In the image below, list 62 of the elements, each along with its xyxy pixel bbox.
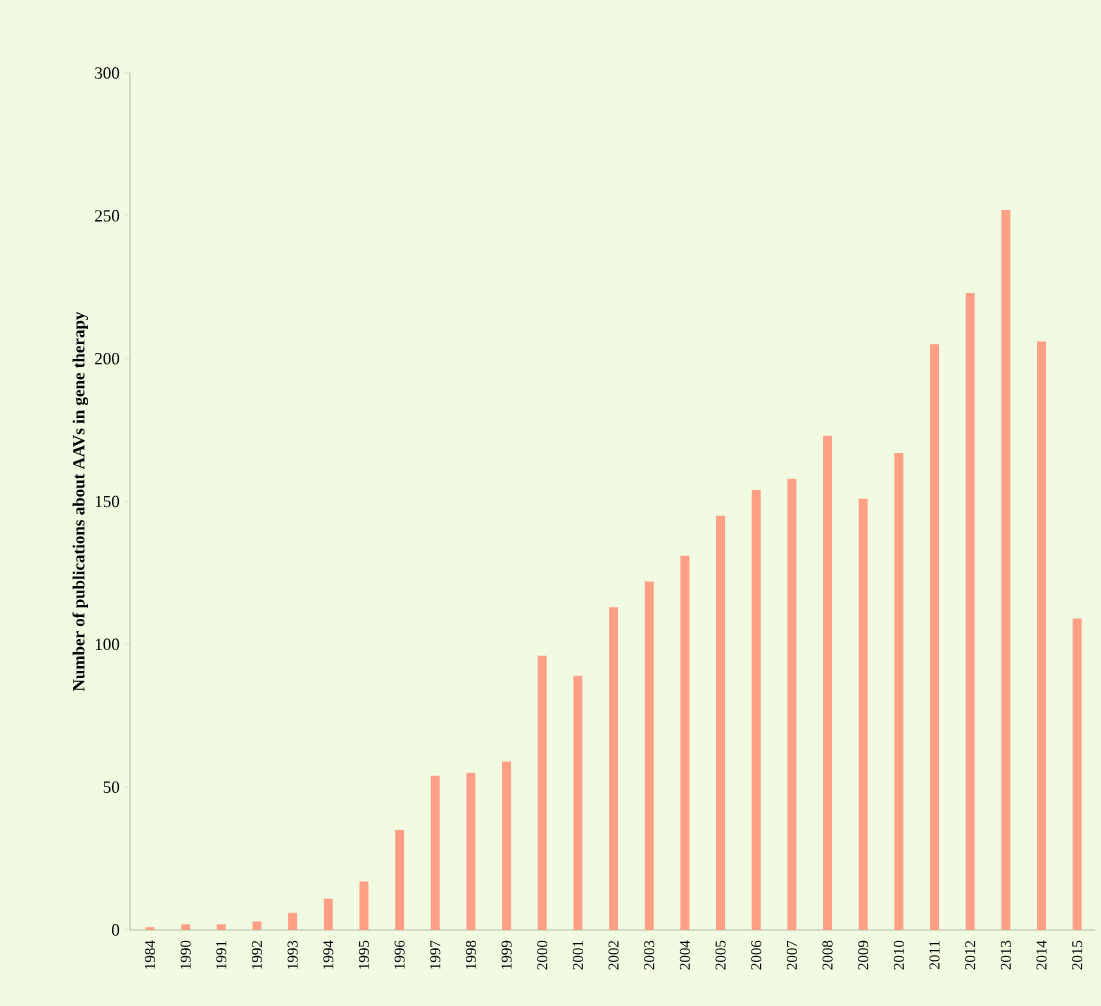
y-tick-label: 50 bbox=[103, 781, 120, 793]
bar bbox=[573, 675, 583, 930]
y-tick-label: 0 bbox=[111, 924, 120, 936]
bar bbox=[644, 581, 654, 930]
bar bbox=[502, 761, 512, 930]
bar bbox=[359, 881, 369, 930]
x-tick-label: 1999 bbox=[501, 940, 512, 969]
y-tick-label: 150 bbox=[95, 495, 120, 508]
bar bbox=[965, 292, 975, 930]
x-tick-label: 2006 bbox=[751, 940, 762, 970]
bar bbox=[858, 498, 868, 930]
x-tick-label: 1991 bbox=[216, 941, 227, 969]
y-tick-label: 100 bbox=[95, 638, 120, 651]
bar bbox=[1037, 341, 1047, 930]
y-tick-label: 200 bbox=[95, 352, 120, 365]
x-tick-label: 2014 bbox=[1036, 940, 1047, 970]
x-tick-label: 1990 bbox=[180, 940, 191, 969]
x-tick-label: 2009 bbox=[858, 940, 869, 970]
bar bbox=[1001, 210, 1011, 930]
bar bbox=[466, 772, 476, 930]
bar bbox=[395, 830, 405, 930]
x-tick-label: 2011 bbox=[929, 941, 940, 969]
bar bbox=[680, 555, 690, 930]
x-tick-label: 1998 bbox=[465, 940, 476, 969]
x-tick-label: 1997 bbox=[430, 940, 441, 969]
x-tick-label: 2004 bbox=[679, 940, 690, 970]
x-tick-label: 2003 bbox=[644, 940, 655, 970]
bar bbox=[537, 655, 547, 930]
x-tick-label: 2001 bbox=[572, 941, 583, 970]
bar bbox=[823, 435, 833, 930]
x-tick-label: 1995 bbox=[358, 940, 369, 969]
x-tick-label: 2012 bbox=[965, 941, 976, 970]
x-tick-label: 2007 bbox=[786, 940, 797, 970]
bar bbox=[787, 478, 797, 930]
x-tick-label: 1993 bbox=[287, 940, 298, 969]
bar bbox=[894, 452, 904, 930]
y-axis-title: Number of publications about AAVs in gene therapy bbox=[72, 311, 89, 692]
y-tick-label: 250 bbox=[95, 210, 120, 222]
bar bbox=[216, 924, 226, 930]
x-tick-label: 2002 bbox=[608, 941, 619, 970]
bar bbox=[288, 912, 298, 930]
bar bbox=[181, 924, 191, 930]
x-tick-label: 2015 bbox=[1072, 940, 1083, 970]
y-tick-label: 300 bbox=[95, 67, 120, 79]
bar bbox=[751, 490, 761, 930]
bar bbox=[145, 927, 155, 930]
x-tick-label: 2000 bbox=[537, 940, 548, 970]
bar bbox=[609, 607, 619, 930]
bar bbox=[1072, 618, 1082, 930]
x-tick-label: 1996 bbox=[394, 940, 405, 969]
bar bbox=[252, 921, 262, 930]
x-tick-label: 2010 bbox=[893, 940, 904, 970]
x-tick-label: 2005 bbox=[715, 940, 726, 970]
x-tick-label: 2008 bbox=[822, 940, 833, 970]
bar bbox=[716, 515, 726, 930]
x-tick-label: 1992 bbox=[251, 941, 262, 969]
bar bbox=[430, 775, 440, 930]
x-tick-label: 2013 bbox=[1000, 940, 1011, 970]
x-tick-label: 1994 bbox=[323, 940, 334, 969]
bar bbox=[323, 898, 333, 930]
x-tick-label: 1984 bbox=[144, 940, 156, 969]
bar bbox=[930, 344, 940, 930]
